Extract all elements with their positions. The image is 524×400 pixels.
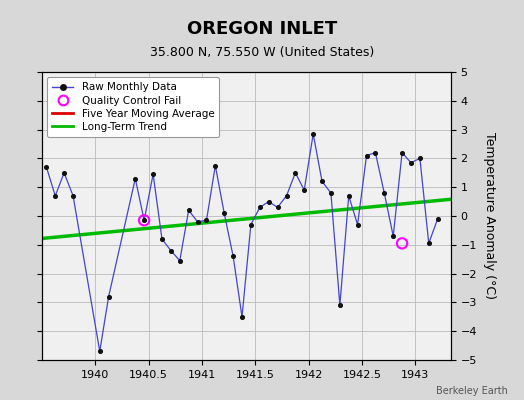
Point [51, 193, 59, 199]
Point [300, 187, 309, 193]
Point [42, 164, 51, 170]
Point [345, 193, 353, 199]
Point [202, 217, 211, 224]
Point [131, 175, 139, 182]
Point [389, 233, 397, 239]
Point [282, 193, 291, 199]
Point [158, 236, 166, 242]
Point [416, 155, 424, 162]
Point [229, 253, 237, 260]
Point [318, 178, 326, 185]
Text: OREGON INLET: OREGON INLET [187, 20, 337, 38]
Point [95, 348, 104, 354]
Text: Berkeley Earth: Berkeley Earth [436, 386, 508, 396]
Point [211, 162, 220, 169]
Point [433, 216, 442, 222]
Y-axis label: Temperature Anomaly (°C): Temperature Anomaly (°C) [483, 132, 496, 300]
Point [176, 258, 184, 264]
Legend: Raw Monthly Data, Quality Control Fail, Five Year Moving Average, Long-Term Tren: Raw Monthly Data, Quality Control Fail, … [47, 77, 220, 137]
Point [398, 240, 406, 246]
Point [380, 190, 388, 196]
Point [291, 170, 300, 176]
Point [407, 160, 415, 166]
Point [363, 152, 371, 159]
Point [140, 217, 148, 224]
Point [149, 171, 157, 178]
Point [60, 170, 68, 176]
Point [193, 218, 202, 225]
Point [326, 190, 335, 196]
Point [398, 150, 406, 156]
Point [69, 193, 77, 199]
Point [265, 198, 273, 205]
Point [309, 131, 318, 137]
Point [167, 247, 175, 254]
Point [274, 204, 282, 210]
Point [247, 222, 255, 228]
Point [140, 217, 148, 224]
Point [104, 294, 113, 300]
Point [220, 210, 228, 216]
Point [371, 150, 379, 156]
Point [336, 302, 344, 308]
Point [256, 204, 264, 210]
Point [184, 207, 193, 214]
Text: 35.800 N, 75.550 W (United States): 35.800 N, 75.550 W (United States) [150, 46, 374, 59]
Point [238, 314, 246, 320]
Point [353, 222, 362, 228]
Point [424, 240, 433, 246]
